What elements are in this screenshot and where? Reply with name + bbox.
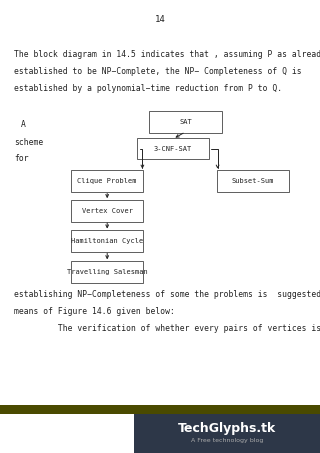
Text: A: A — [21, 120, 26, 129]
Text: established to be NP−Complete, the NP− Completeness of Q is: established to be NP−Complete, the NP− C… — [14, 67, 302, 76]
Text: The verification of whether every pairs of vertices is: The verification of whether every pairs … — [14, 324, 320, 333]
Text: established by a polynomial−time reduction from P to Q.: established by a polynomial−time reducti… — [14, 84, 283, 93]
Text: establishing NP−Completeness of some the problems is  suggested by: establishing NP−Completeness of some the… — [14, 290, 320, 299]
FancyBboxPatch shape — [71, 261, 143, 283]
Text: Hamiltonian Cycle: Hamiltonian Cycle — [71, 238, 143, 244]
Text: SAT: SAT — [179, 119, 192, 125]
Text: for: for — [14, 154, 29, 163]
Text: Vertex Cover: Vertex Cover — [82, 207, 133, 214]
FancyBboxPatch shape — [149, 111, 222, 133]
Text: 3-CNF-SAT: 3-CNF-SAT — [154, 145, 192, 152]
Text: scheme: scheme — [14, 138, 44, 147]
FancyBboxPatch shape — [71, 170, 143, 192]
Text: A Free technology blog: A Free technology blog — [191, 438, 263, 443]
Text: Subset-Sum: Subset-Sum — [232, 178, 274, 184]
Text: The block diagram in 14.5 indicates that , assuming P as already: The block diagram in 14.5 indicates that… — [14, 50, 320, 59]
Text: TechGlyphs.tk: TechGlyphs.tk — [178, 422, 276, 434]
Text: Clique Problem: Clique Problem — [77, 178, 137, 184]
FancyBboxPatch shape — [217, 170, 289, 192]
FancyBboxPatch shape — [137, 138, 209, 159]
FancyBboxPatch shape — [71, 200, 143, 222]
Bar — [134, 414, 320, 453]
Bar — [0, 405, 320, 414]
FancyBboxPatch shape — [71, 230, 143, 252]
Text: Travelling Salesman: Travelling Salesman — [67, 269, 148, 275]
Text: means of Figure 14.6 given below:: means of Figure 14.6 given below: — [14, 307, 175, 316]
Text: 14: 14 — [155, 15, 165, 24]
